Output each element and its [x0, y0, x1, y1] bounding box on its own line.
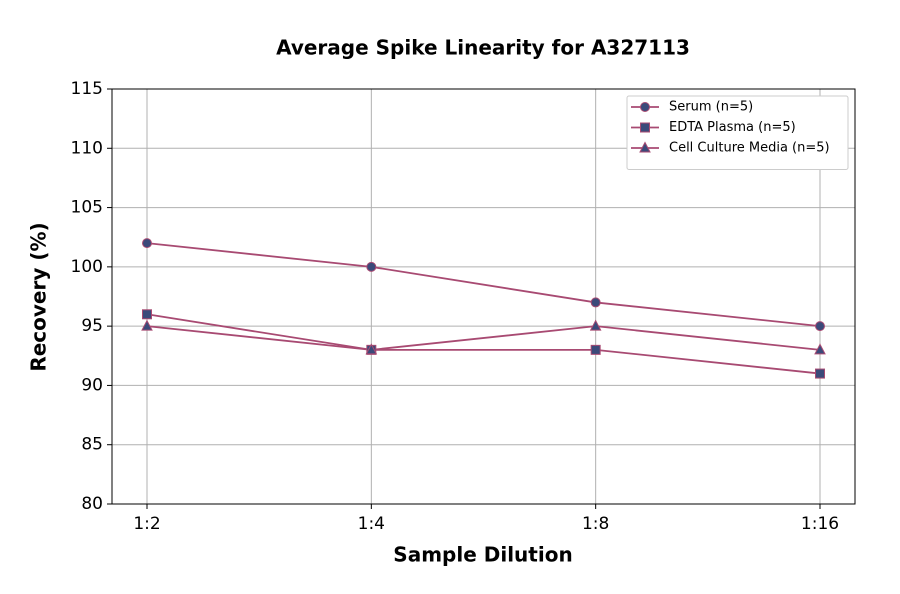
x-tick-label: 1:2: [133, 514, 160, 534]
point: [815, 368, 825, 379]
y-tick-label: 95: [81, 316, 103, 336]
x-tick-label: 1:16: [801, 514, 839, 534]
point: [815, 321, 825, 332]
point: [366, 261, 377, 272]
series-line: [146, 242, 821, 328]
point: [142, 238, 152, 249]
x-axis-label: Sample Dilution: [393, 543, 572, 567]
y-axis-label: Recovery (%): [27, 222, 51, 371]
y-tick-label: 115: [71, 79, 103, 99]
x-tick-label: 1:4: [358, 514, 385, 534]
series-line: [146, 325, 821, 351]
legend-marker: [639, 141, 651, 153]
point: [365, 343, 378, 355]
chart-title: Average Spike Linearity for A327113: [276, 36, 690, 60]
point: [141, 319, 153, 331]
point: [142, 309, 152, 320]
plot-area: 80 85 90 95 100 105 110 115 1:2 1:4 1:8 1:16 Serum (…: [71, 79, 856, 534]
legend: Serum (n=5) EDTA Plasma (n=5) Cell Culture…: [626, 95, 849, 170]
legend-box: [626, 95, 849, 170]
legend-text: Serum (n=5): [669, 100, 753, 115]
point: [814, 343, 826, 355]
y-tick-label: 80: [81, 494, 103, 514]
legend-marker: [640, 102, 650, 112]
legend-text: EDTA Plasma (n=5): [669, 120, 796, 135]
legend-marker: [640, 122, 650, 133]
legend-text: Cell Culture Media (n=5): [669, 141, 830, 156]
x-tick-label: 1:8: [582, 514, 609, 534]
series-line: [146, 313, 821, 375]
y-tick-label: 100: [71, 257, 103, 277]
point: [590, 297, 601, 308]
y-tick-label: 105: [71, 198, 103, 218]
plot-frame: [111, 88, 856, 505]
point: [589, 319, 602, 331]
y-tick-label: 90: [81, 375, 103, 395]
point: [590, 344, 601, 355]
y-tick-label: 85: [81, 435, 103, 455]
y-tick-label: 110: [71, 138, 103, 158]
